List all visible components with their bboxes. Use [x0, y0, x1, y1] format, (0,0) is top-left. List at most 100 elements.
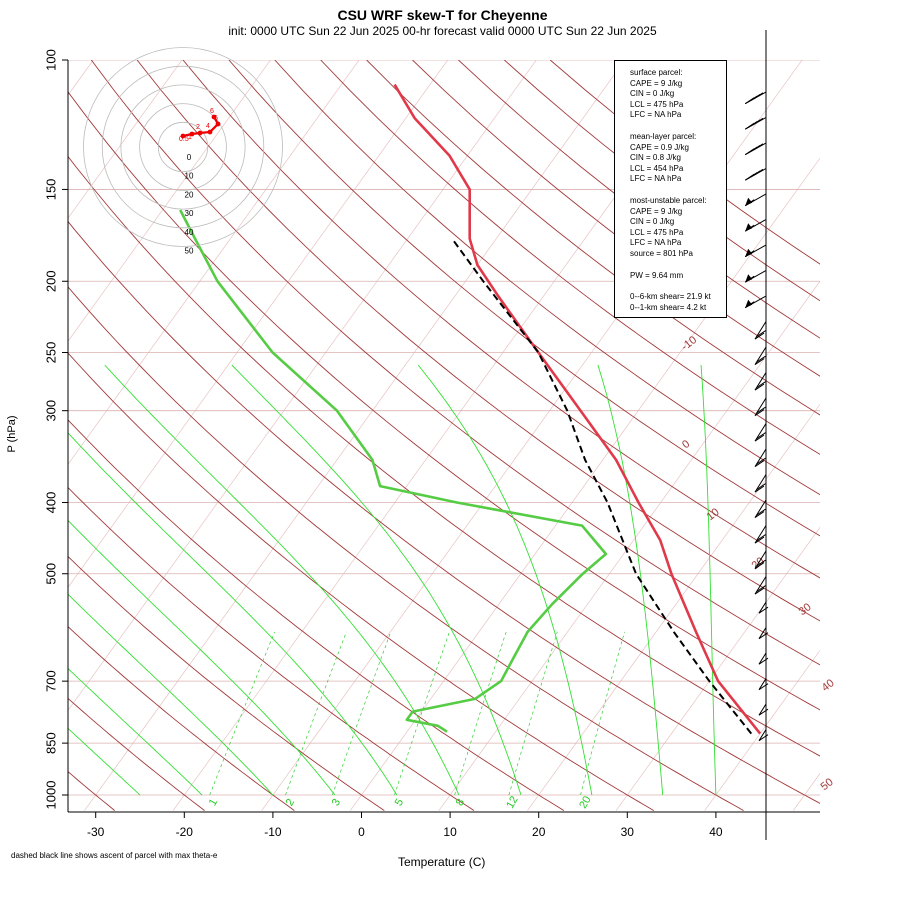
wind-barb-staff	[758, 601, 767, 614]
mean-layer-header: mean-layer parcel:	[630, 131, 697, 141]
hodograph-point	[197, 130, 203, 136]
dry-adiabat-line	[366, 60, 820, 416]
wind-barb	[744, 168, 767, 181]
dry-adiabat-line	[412, 60, 820, 377]
hodograph-ring-label: 40	[185, 228, 194, 237]
wind-barb-flag	[754, 587, 765, 595]
dry-adiabat-line	[182, 60, 820, 579]
dry-adiabat-line	[68, 626, 295, 811]
wind-barb	[744, 270, 767, 283]
wind-barb	[754, 474, 767, 493]
dry-adiabat-line	[68, 555, 385, 811]
wind-barb-flag	[758, 657, 769, 665]
hodograph-ring	[157, 121, 209, 173]
footnote: dashed black line shows ascent of parcel…	[11, 851, 218, 860]
isotherm-line	[704, 649, 820, 811]
wind-barb-staff	[758, 703, 767, 716]
wind-barb	[744, 91, 767, 105]
precipitable-water: PW = 9.64 mm	[630, 270, 684, 280]
wind-barb-flag	[754, 332, 765, 340]
most-unstable-lcl: LCL = 475 hPa	[630, 227, 684, 237]
dry-adiabat-line	[68, 220, 820, 804]
hodograph-point-label: 6	[210, 108, 214, 115]
dry-adiabat-label: -10	[679, 334, 699, 353]
mixing-ratio-line	[209, 631, 275, 796]
dry-adiabat-line	[68, 155, 820, 757]
y-tick-label: 200	[43, 270, 58, 292]
wind-barb-flag	[756, 457, 766, 465]
moist-adiabat-line	[700, 364, 717, 796]
mixing-ratio-label: 5	[393, 797, 406, 808]
hodograph-point	[215, 121, 221, 127]
isotherm-line	[350, 157, 820, 811]
hodograph-point	[207, 129, 213, 135]
temperature-trace	[393, 83, 762, 735]
surface-parcel-header: surface parcel:	[630, 68, 683, 77]
moist-adiabat-line	[68, 519, 336, 796]
mixing-ratio-label: 8	[454, 797, 467, 808]
isotherm-line	[68, 60, 449, 588]
dry-adiabat-label: 10	[705, 506, 722, 523]
moist-adiabat-line	[68, 727, 141, 796]
wind-barb-flag	[756, 585, 766, 593]
wind-barb	[758, 678, 769, 691]
wind-barb-flag	[754, 485, 765, 493]
wind-barb	[758, 601, 769, 614]
dry-adiabat-line	[68, 697, 205, 811]
hodograph-point	[189, 131, 195, 137]
dry-adiabat-line	[228, 60, 820, 537]
hodograph-ring	[101, 65, 265, 229]
dry-adiabat-label: 40	[820, 677, 837, 694]
most-unstable-lfc: LFC = NA hPa	[630, 238, 682, 248]
x-tick-label: 20	[532, 825, 546, 839]
surface-cape: CAPE = 9 J/kg	[630, 78, 683, 88]
wind-barb-staff	[758, 729, 767, 741]
hodograph-point-label: 0.5	[179, 136, 189, 143]
wind-barb-pennant	[745, 274, 753, 283]
shear-0-6km: 0--6-km shear= 21.9 kt	[630, 292, 711, 302]
wind-barb	[754, 321, 767, 340]
wind-barb-flag	[754, 460, 765, 468]
hodograph-ring-label: 30	[185, 209, 194, 218]
wind-barb-flag	[756, 534, 766, 542]
hodograph-ring	[120, 84, 246, 210]
hodograph-point-label: 5	[214, 115, 218, 122]
wind-barb-pennant	[745, 197, 753, 206]
y-tick-label: 700	[43, 670, 58, 692]
parcel-stats-box: surface parcel: CAPE = 9 J/kg CIN = 0 J/…	[614, 60, 727, 318]
x-tick-label: -10	[264, 825, 282, 839]
dry-adiabat-label: 50	[819, 776, 836, 793]
mixing-ratio-label: 1	[207, 797, 220, 808]
moist-adiabat-line	[68, 432, 398, 796]
dry-adiabat-line	[68, 486, 475, 811]
y-tick-label: 100	[43, 49, 58, 71]
mixing-ratio-line	[454, 631, 507, 796]
isotherm-line	[68, 60, 537, 712]
wind-barb	[758, 703, 769, 716]
hodograph-ring-label: 0	[187, 153, 192, 162]
wind-barb-flag	[756, 508, 766, 516]
dry-adiabat-line	[68, 286, 744, 811]
wind-barb	[754, 499, 767, 519]
wind-barb	[754, 448, 767, 468]
mixing-ratio-line	[394, 631, 450, 796]
x-tick-label: -20	[176, 825, 194, 839]
x-tick-label: -30	[87, 825, 105, 839]
dry-adiabat-line	[90, 60, 820, 666]
y-tick-label: 400	[43, 492, 58, 514]
x-tick-label: 10	[443, 825, 457, 839]
moist-adiabat-line	[231, 364, 522, 796]
mixing-ratio-label: 12	[504, 794, 521, 811]
mixing-ratio-line	[285, 631, 347, 796]
isotherm-line	[438, 280, 820, 811]
wind-barb-staff	[758, 678, 767, 690]
hodograph-ring-label: 20	[185, 190, 194, 199]
isotherm-line	[84, 60, 626, 811]
wind-barb	[754, 423, 767, 442]
wind-barb	[758, 652, 769, 665]
hodograph-point-label: 1	[188, 134, 192, 141]
hodograph-point-label: 4	[206, 123, 210, 130]
isotherm-line	[68, 60, 271, 342]
wind-barb-flag	[756, 559, 766, 567]
